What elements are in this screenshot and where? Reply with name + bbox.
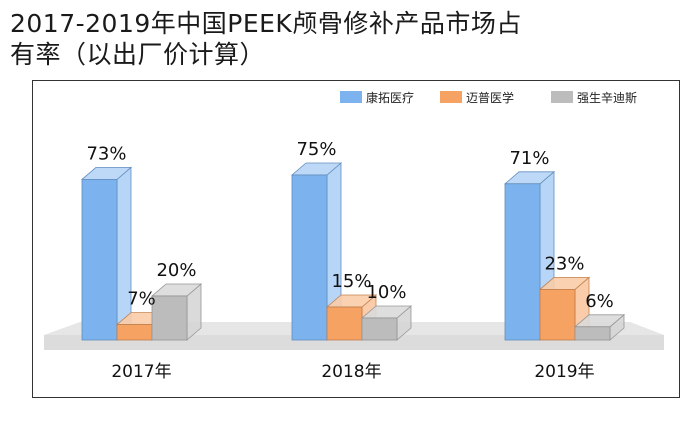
legend-label-2: 迈普医学: [466, 90, 514, 105]
chart-title: 2017-2019年中国PEEK颅骨修补产品市场占 有率（以出厂价计算）: [10, 8, 690, 70]
value-label-3-2: 23%: [544, 253, 584, 274]
bar-2-3: [360, 305, 413, 341]
bar-front: [574, 326, 611, 341]
bar-front: [291, 174, 328, 341]
legend-label-1: 康拓医疗: [366, 90, 414, 105]
legend-swatch-3: [551, 91, 573, 103]
bar-2-1: [290, 162, 343, 341]
bar-front: [504, 183, 541, 341]
bar-1-1: [80, 166, 133, 341]
bar-front: [116, 324, 153, 341]
legend-swatch-2: [440, 91, 462, 103]
value-label-3-1: 71%: [509, 148, 549, 169]
legend-swatch-1: [340, 91, 362, 103]
legend: 康拓医疗 迈普医学 强生辛迪斯: [340, 90, 637, 105]
chart-title-line2: 有率（以出厂价计算）: [10, 40, 266, 69]
category-label-2: 2018年: [321, 362, 381, 382]
bar-front: [539, 288, 576, 341]
bar-front: [81, 179, 118, 341]
category-label-1: 2017年: [111, 362, 171, 382]
chart-title-line1: 2017-2019年中国PEEK颅骨修补产品市场占: [10, 9, 522, 38]
category-label-3: 2019年: [534, 362, 594, 382]
value-label-1-1: 73%: [86, 143, 126, 164]
value-label-2-2: 15%: [331, 271, 371, 292]
bar-chart: 康拓医疗 迈普医学 强生辛迪斯 73% 7%20% 2017年 75% 15%10% 2018年…: [44, 90, 664, 382]
value-label-1-2: 7%: [127, 289, 156, 310]
value-label-3-3: 6%: [585, 291, 614, 312]
bar-3-3: [573, 313, 626, 341]
bar-front: [361, 317, 398, 341]
bar-front: [326, 306, 363, 341]
value-label-2-3: 10%: [366, 282, 406, 303]
legend-label-3: 强生辛迪斯: [577, 91, 637, 105]
value-label-2-1: 75%: [296, 139, 336, 160]
bar-front: [151, 295, 188, 341]
value-label-1-3: 20%: [156, 260, 196, 281]
bar-1-3: [150, 283, 203, 341]
